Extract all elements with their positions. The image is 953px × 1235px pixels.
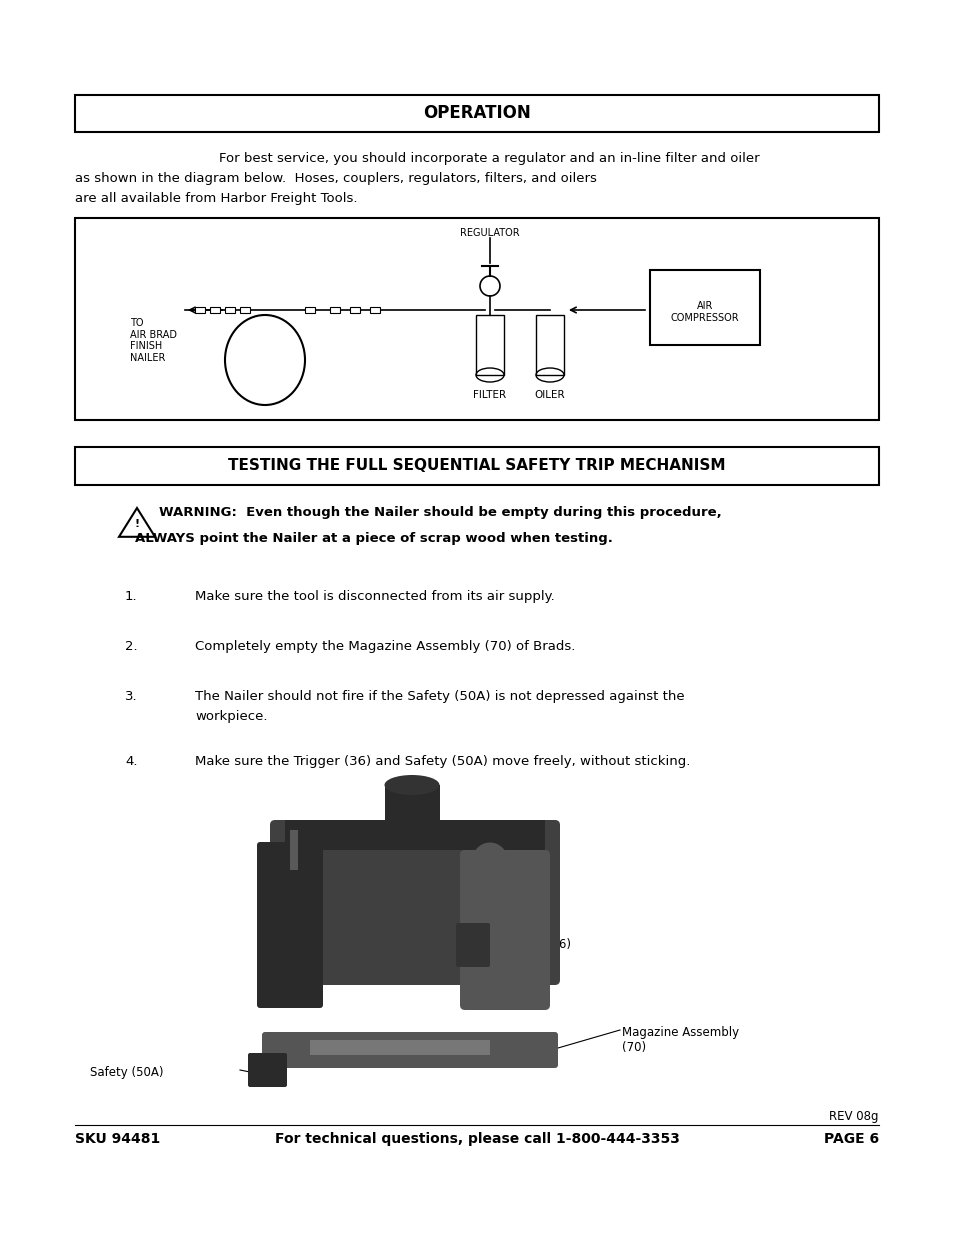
- Bar: [194, 308, 205, 312]
- Ellipse shape: [472, 842, 507, 878]
- Text: WARNING:  Even though the Nailer should be empty during this procedure,: WARNING: Even though the Nailer should b…: [159, 506, 721, 519]
- Bar: [310, 1040, 490, 1055]
- Text: FILTER: FILTER: [473, 390, 506, 400]
- Bar: [305, 308, 314, 312]
- Text: Trigger (36): Trigger (36): [501, 939, 571, 951]
- Bar: [75, 219, 878, 420]
- Bar: [75, 95, 878, 132]
- Bar: [285, 820, 544, 850]
- Text: Safety (50A): Safety (50A): [90, 1066, 163, 1079]
- Text: Magazine Assembly
(70): Magazine Assembly (70): [621, 1026, 739, 1053]
- Ellipse shape: [384, 776, 439, 795]
- Text: TESTING THE FULL SEQUENTIAL SAFETY TRIP MECHANISM: TESTING THE FULL SEQUENTIAL SAFETY TRIP …: [228, 458, 725, 473]
- Bar: [330, 308, 339, 312]
- Text: workpiece.: workpiece.: [194, 710, 267, 722]
- Text: as shown in the diagram below.  Hoses, couplers, regulators, filters, and oilers: as shown in the diagram below. Hoses, co…: [75, 172, 597, 185]
- Text: The Nailer should not fire if the Safety (50A) is not depressed against the: The Nailer should not fire if the Safety…: [194, 690, 684, 703]
- Bar: [385, 785, 439, 845]
- Bar: [225, 308, 234, 312]
- Text: For technical questions, please call 1-800-444-3353: For technical questions, please call 1-8…: [274, 1132, 679, 1146]
- Bar: [370, 308, 379, 312]
- Bar: [536, 315, 563, 375]
- Text: PAGE 6: PAGE 6: [823, 1132, 878, 1146]
- FancyBboxPatch shape: [248, 1053, 287, 1087]
- Text: !: !: [134, 519, 139, 530]
- FancyBboxPatch shape: [262, 1032, 558, 1068]
- Text: REV 08g: REV 08g: [828, 1110, 878, 1123]
- Text: REGULATOR: REGULATOR: [459, 228, 519, 238]
- Text: TO
AIR BRAD
FINISH
NAILER: TO AIR BRAD FINISH NAILER: [130, 317, 177, 363]
- Bar: [476, 315, 503, 375]
- Text: For best service, you should incorporate a regulator and an in-line filter and o: For best service, you should incorporate…: [185, 152, 759, 165]
- FancyBboxPatch shape: [256, 842, 323, 1008]
- Text: 4.: 4.: [125, 755, 137, 768]
- Bar: [240, 308, 250, 312]
- Text: Make sure the tool is disconnected from its air supply.: Make sure the tool is disconnected from …: [194, 590, 554, 603]
- Text: OILER: OILER: [534, 390, 565, 400]
- Text: Completely empty the Magazine Assembly (70) of Brads.: Completely empty the Magazine Assembly (…: [194, 640, 575, 653]
- Text: Make sure the Trigger (36) and Safety (50A) move freely, without sticking.: Make sure the Trigger (36) and Safety (5…: [194, 755, 690, 768]
- Bar: [649, 270, 760, 345]
- Bar: [350, 308, 359, 312]
- Bar: [75, 447, 878, 485]
- FancyBboxPatch shape: [459, 850, 550, 1010]
- Text: SKU 94481: SKU 94481: [75, 1132, 160, 1146]
- Text: OPERATION: OPERATION: [423, 105, 530, 122]
- Text: are all available from Harbor Freight Tools.: are all available from Harbor Freight To…: [75, 191, 357, 205]
- Text: 1.: 1.: [125, 590, 137, 603]
- FancyBboxPatch shape: [456, 923, 490, 967]
- Text: AIR
COMPRESSOR: AIR COMPRESSOR: [670, 301, 739, 322]
- Bar: [210, 308, 220, 312]
- FancyBboxPatch shape: [270, 820, 559, 986]
- Bar: [290, 830, 297, 869]
- Text: ALWAYS point the Nailer at a piece of scrap wood when testing.: ALWAYS point the Nailer at a piece of sc…: [135, 532, 612, 545]
- Text: 2.: 2.: [125, 640, 137, 653]
- Text: 3.: 3.: [125, 690, 137, 703]
